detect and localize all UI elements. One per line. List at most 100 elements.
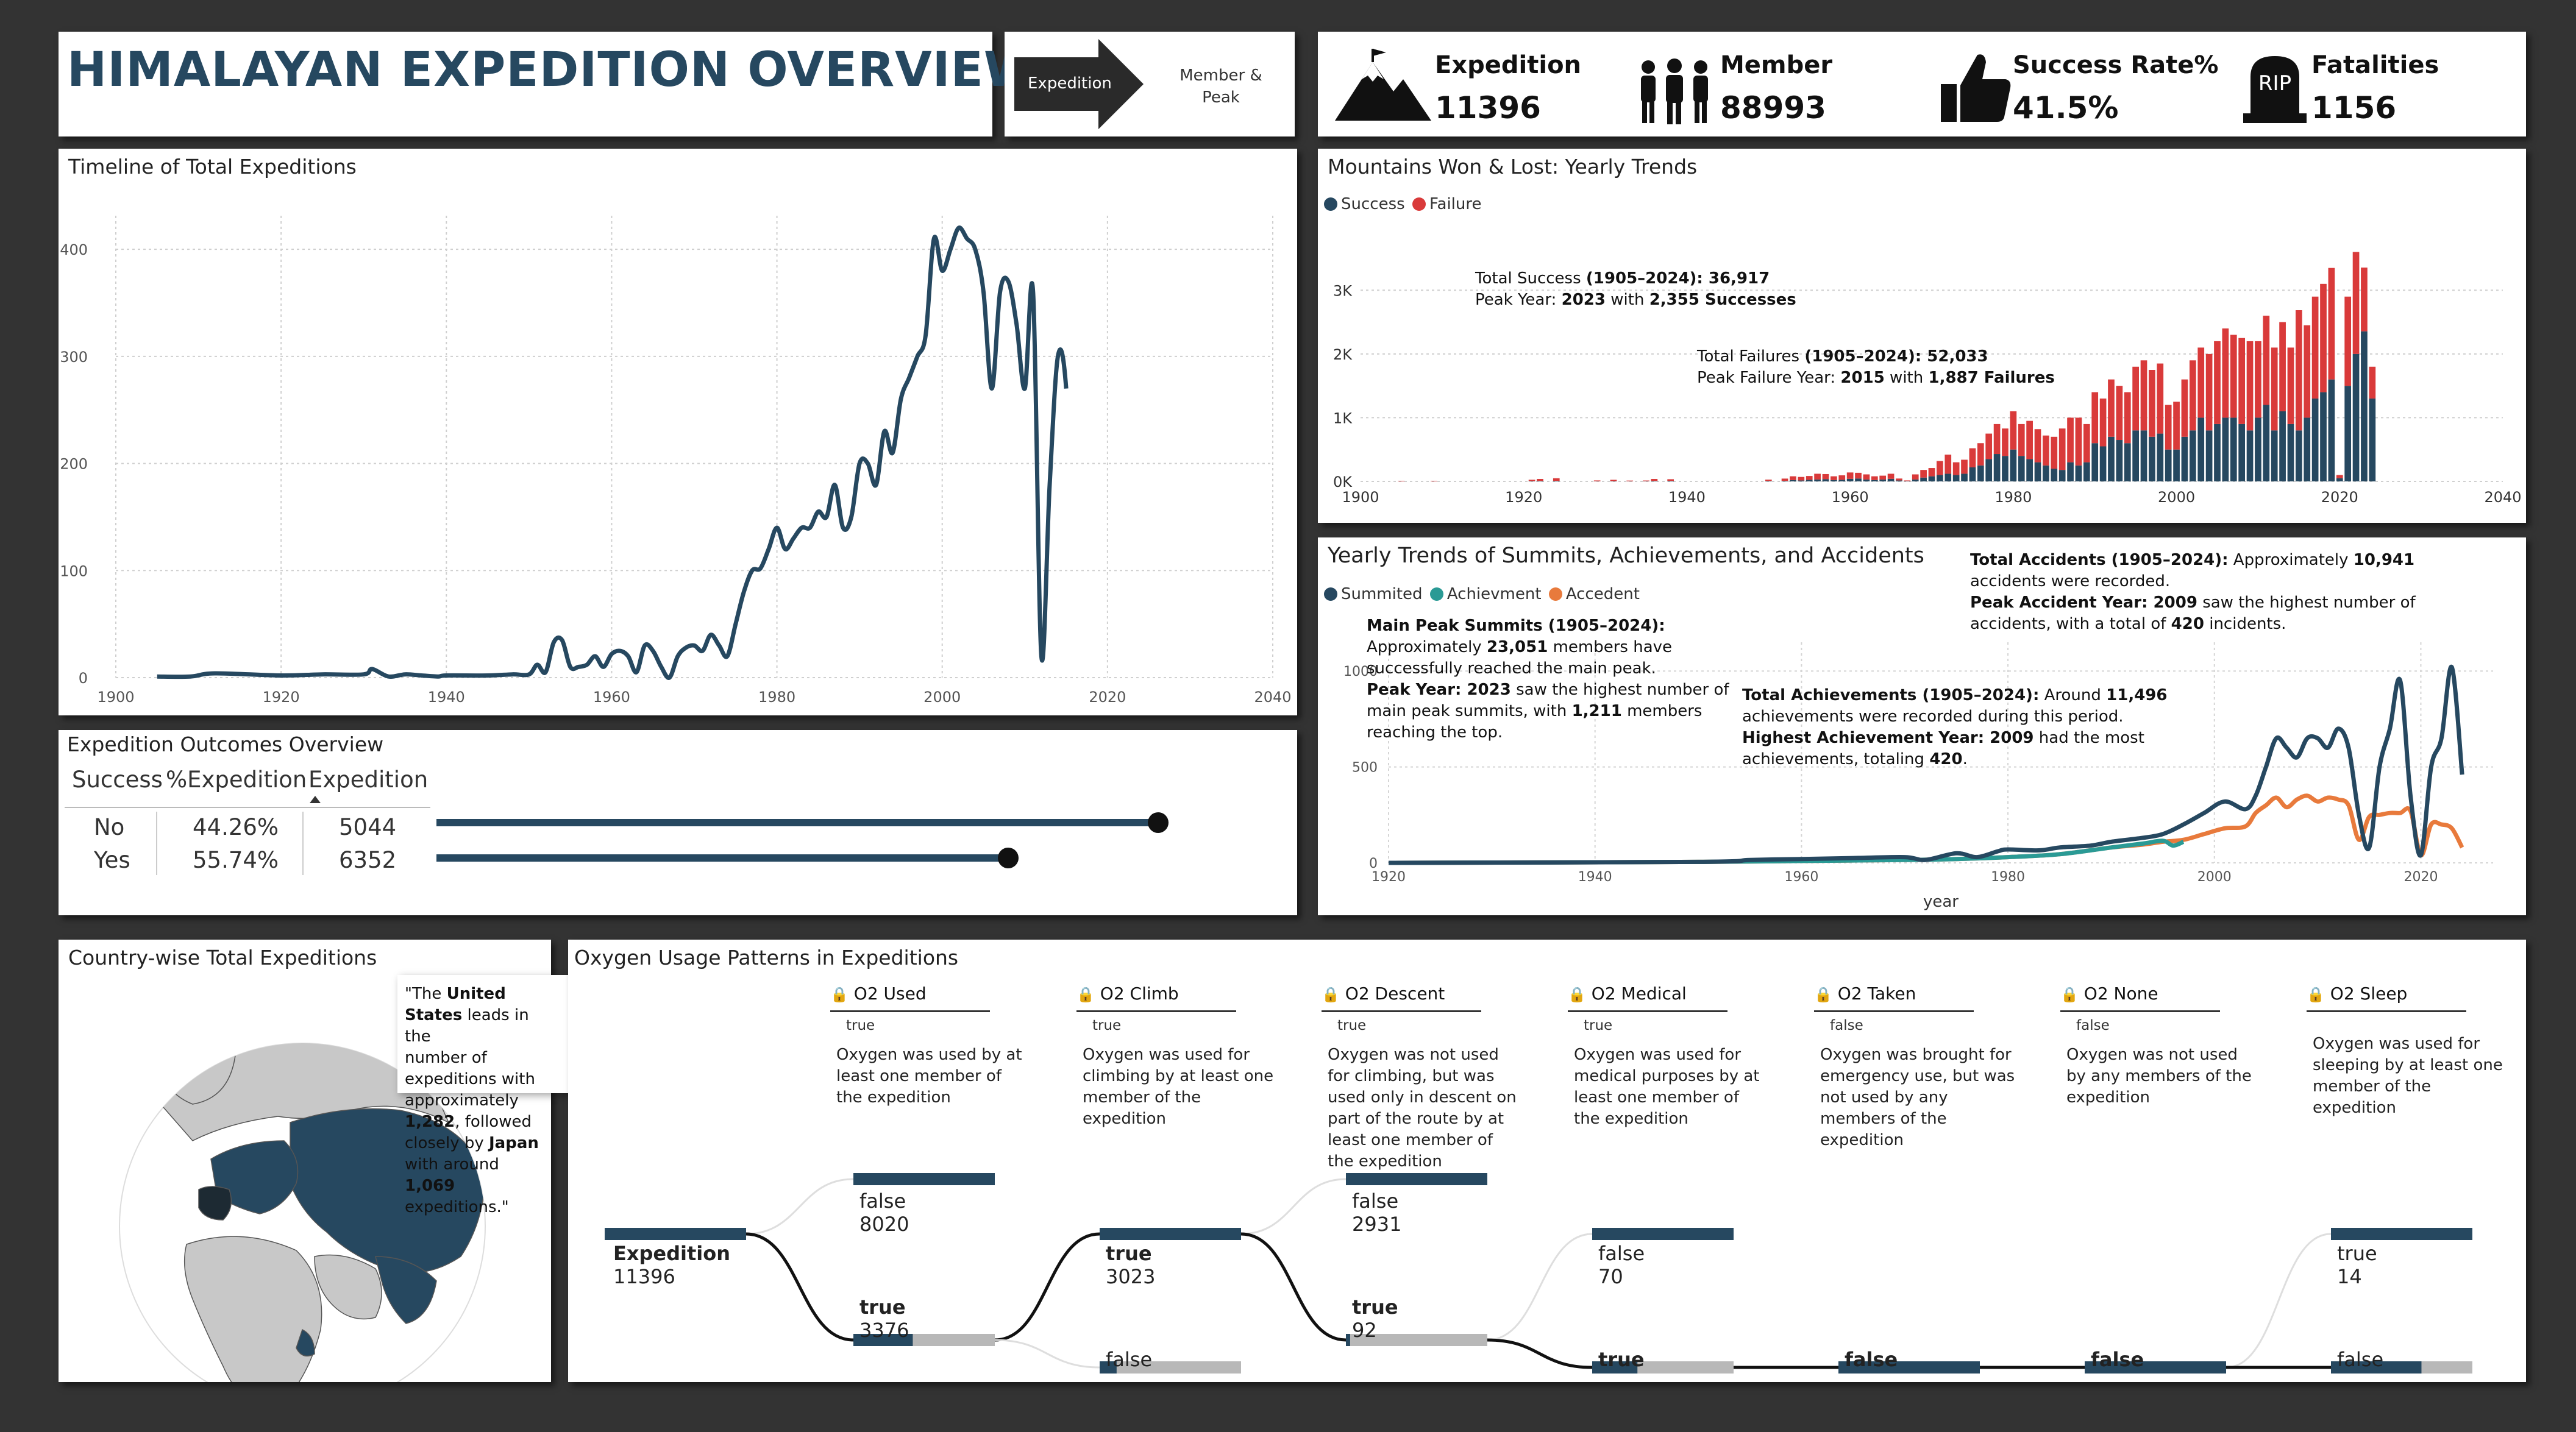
trends-title: Mountains Won & Lost: Yearly Trends xyxy=(1328,155,1698,179)
tree-link xyxy=(2226,1233,2332,1369)
world-globe-map[interactable] xyxy=(59,940,551,1382)
outcomes-header-expedition[interactable]: Expedition xyxy=(308,767,429,793)
lock-icon: 🔒 xyxy=(1322,986,1340,1003)
tree-node-medical-true[interactable]: true22 xyxy=(1598,1348,1645,1372)
tree-node-taken-false[interactable]: false22 xyxy=(1845,1348,1898,1372)
success-bar xyxy=(1863,479,1870,481)
failure-bar xyxy=(1537,479,1543,481)
tree-node-descent-false[interactable]: false 2931 xyxy=(1352,1189,1402,1236)
tree-node-used-true[interactable]: true 3376 xyxy=(859,1296,909,1342)
x-tick-label: 1960 xyxy=(1784,870,1818,885)
oxygen-column-name: 🔒 O2 Used xyxy=(830,984,927,1004)
thumbs-up-icon xyxy=(1941,54,2011,122)
failure-bar xyxy=(1961,459,1968,474)
failure-bar xyxy=(1944,455,1952,474)
failure-bar xyxy=(2352,252,2360,354)
success-bar xyxy=(2344,386,2352,481)
table-row[interactable]: No 44.26% 5044 xyxy=(59,813,1297,843)
tree-node-medical-false[interactable]: false 70 xyxy=(1598,1242,1645,1288)
row-label: Yes xyxy=(94,847,130,873)
nav-member-peak-button[interactable]: Member & Peak xyxy=(1179,66,1262,107)
failure-bar xyxy=(2271,347,2278,431)
kpi-success-rate-value: 41.5% xyxy=(2013,90,2119,126)
tree-node-climb-true[interactable]: true 3023 xyxy=(1106,1242,1156,1288)
success-bar xyxy=(1806,480,1813,481)
success-bar xyxy=(1879,479,1887,481)
kpi-panel: Expedition 11396 Member 88993 Success Ra… xyxy=(1318,32,2526,136)
success-bar xyxy=(2002,456,2008,481)
failure-bar xyxy=(2255,341,2261,418)
oxygen-column-o2-taken[interactable]: 🔒 O2 Taken false Oxygen was brought for … xyxy=(1814,984,2058,1166)
summits-panel: Yearly Trends of Summits, Achievements, … xyxy=(1318,537,2526,915)
sleep-false-bar-fill xyxy=(2331,1361,2422,1374)
root-bar-fill xyxy=(605,1228,746,1240)
tree-node-descent-true[interactable]: true 92 xyxy=(1352,1296,1398,1342)
success-bar xyxy=(1937,475,1943,481)
tree-node-used-false[interactable]: false 8020 xyxy=(859,1189,909,1236)
x-tick-label: 1900 xyxy=(97,689,134,706)
failure-bar xyxy=(2058,428,2066,470)
success-bar xyxy=(2279,411,2286,481)
legend-failure: Failure xyxy=(1429,195,1482,213)
failure-bar xyxy=(2026,420,2033,459)
oxygen-column-name: 🔒 O2 Sleep xyxy=(2307,984,2408,1004)
oxygen-panel: Oxygen Usage Patterns in Expeditions 🔒 O… xyxy=(568,940,2526,1382)
failure-bar xyxy=(2149,370,2155,437)
failure-bar xyxy=(2116,386,2123,441)
climb-false-bar-track xyxy=(1100,1361,1241,1374)
summits-title: Yearly Trends of Summits, Achievements, … xyxy=(1328,544,1924,568)
failure-bar xyxy=(2230,335,2237,418)
x-tick-label: 1940 xyxy=(428,689,465,706)
success-bar xyxy=(2140,430,2147,481)
oxygen-column-o2-medical[interactable]: 🔒 O2 Medical true Oxygen was used for me… xyxy=(1568,984,1812,1166)
y-tick-label: 3K xyxy=(1333,282,1353,299)
oxygen-column-o2-descent[interactable]: 🔒 O2 Descent true Oxygen was not used fo… xyxy=(1322,984,1565,1171)
success-bar xyxy=(2026,459,2033,481)
failure-bar xyxy=(1814,473,1821,480)
outcomes-header-pct[interactable]: %Expedition xyxy=(166,767,307,793)
success-bar xyxy=(2181,436,2188,481)
lock-icon: 🔒 xyxy=(2307,986,2325,1003)
failure-bar xyxy=(2034,429,2041,463)
map-africa xyxy=(183,1236,322,1382)
success-bar xyxy=(2058,470,2066,481)
oxygen-column-o2-climb[interactable]: 🔒 O2 Climb true Oxygen was used for clim… xyxy=(1076,984,1320,1166)
failure-bar xyxy=(2157,363,2164,434)
descent-false-bar-fill xyxy=(1346,1173,1487,1185)
failure-bar xyxy=(2108,379,2115,437)
oxygen-title: Oxygen Usage Patterns in Expeditions xyxy=(574,946,959,969)
outcomes-header-success[interactable]: Success xyxy=(72,767,163,793)
x-tick-label: 1920 xyxy=(1505,489,1542,506)
x-axis-label: year xyxy=(1923,893,1959,911)
success-bar xyxy=(1920,477,1927,481)
column-underline xyxy=(1322,1010,1481,1012)
tree-link xyxy=(1240,1232,1347,1342)
success-bar xyxy=(1798,480,1805,481)
oxygen-column-o2-used[interactable]: 🔒 O2 Used true Oxygen was used by at lea… xyxy=(830,984,1074,1166)
column-underline xyxy=(1814,1010,1974,1012)
y-tick-label: 0K xyxy=(1333,473,1353,491)
outcomes-col-divider-1 xyxy=(156,812,157,875)
oxygen-column-o2-sleep[interactable]: 🔒 O2 Sleep Oxygen was used for sleeping … xyxy=(2307,984,2514,1166)
success-bar xyxy=(1871,480,1878,481)
y-tick-label: 400 xyxy=(60,241,88,258)
x-tick-label: 1980 xyxy=(1994,489,2032,506)
sort-desc-icon xyxy=(310,796,321,803)
x-tick-label: 2000 xyxy=(2158,489,2195,506)
oxygen-column-o2-none[interactable]: 🔒 O2 None false Oxygen was not used by a… xyxy=(2060,984,2304,1166)
tree-node-climb-false[interactable]: false353 xyxy=(1106,1348,1153,1372)
failure-bar xyxy=(2018,424,2025,456)
failure-bar xyxy=(2099,399,2107,447)
oxygen-column-desc: Oxygen was used by at least one member o… xyxy=(836,1046,1022,1107)
tree-node-root[interactable]: Expedition 11396 xyxy=(613,1242,731,1288)
nav-expedition-button[interactable] xyxy=(1007,35,1148,133)
lollipop-dot xyxy=(998,848,1019,868)
tree-node-sleep-true[interactable]: true 14 xyxy=(2337,1242,2377,1288)
tree-node-none-false[interactable]: false22 xyxy=(2091,1348,2144,1372)
table-row[interactable]: Yes 55.74% 6352 xyxy=(59,846,1297,876)
outcomes-header-divider xyxy=(65,807,430,808)
oxygen-column-name: 🔒 O2 None xyxy=(2060,984,2158,1004)
kpi-fatalities-value: 1156 xyxy=(2311,90,2397,126)
success-bar xyxy=(2051,469,2058,481)
